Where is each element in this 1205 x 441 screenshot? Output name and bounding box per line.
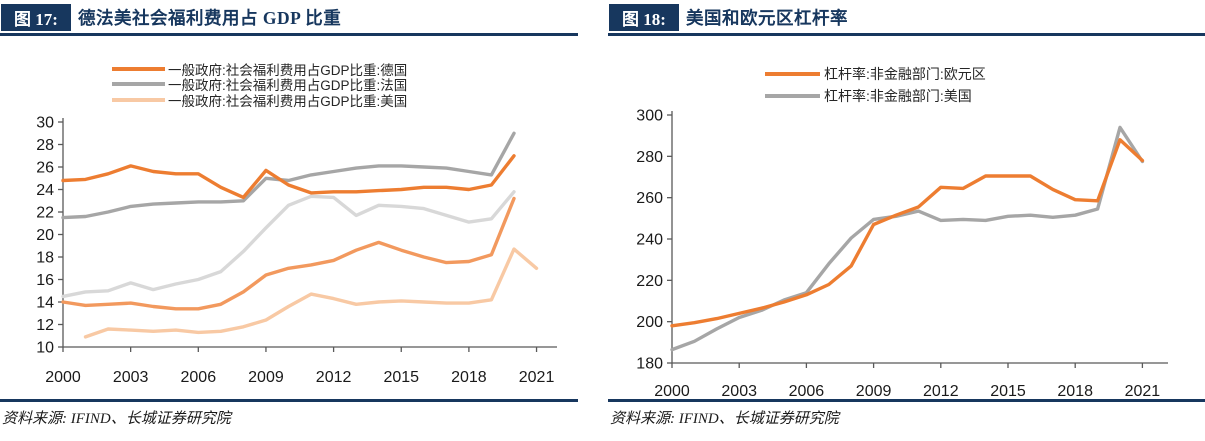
y-tick-label: 260 — [636, 190, 663, 207]
header-divider — [0, 33, 578, 36]
x-tick-label: 2018 — [1057, 383, 1093, 400]
legend-label: 一般政府:社会福利费用占GDP比重:法国 — [168, 78, 408, 94]
y-tick-label: 18 — [36, 250, 54, 267]
x-tick-label: 2003 — [113, 369, 149, 386]
x-tick-label: 2009 — [248, 369, 284, 386]
figure-17: 10 12 14 16 18 20 22 24 26 28 30 2000 2003 2006 2009 20… — [0, 0, 597, 441]
y-tick-label: 240 — [636, 232, 663, 249]
legend-label: 杠杆率:非金融部门:欧元区 — [824, 66, 986, 82]
y-tick-label: 16 — [36, 272, 54, 289]
y-tick-label: 12 — [36, 317, 54, 334]
x-tick-label: 2000 — [45, 369, 81, 386]
footer-divider — [608, 399, 1205, 402]
figure-number-chip: 图 17: — [1, 4, 71, 31]
legend-swatch — [112, 82, 165, 87]
footer-divider — [0, 399, 578, 402]
legend-label: 一般政府:社会福利费用占GDP比重:美国 — [168, 93, 408, 109]
figure-18: 180 200 220 240 260 280 300 2000 2003 2006 2009 201… — [608, 0, 1205, 441]
x-tick-label: 2015 — [383, 369, 419, 386]
y-tick-label: 280 — [636, 149, 663, 166]
legend-item: 一般政府:社会福利费用占GDP比重:美国 — [112, 92, 408, 109]
x-tick-label: 2015 — [990, 383, 1026, 400]
axis-lines — [62, 118, 557, 348]
x-tick-label: 2003 — [721, 383, 757, 400]
chart-fig18: 180 200 220 240 260 280 300 2000 2003 2006 2009 201… — [636, 108, 1168, 400]
legend-item: 杠杆率:非金融部门:美国 — [765, 85, 986, 107]
series-line-2 — [83, 247, 539, 339]
legend-swatch — [112, 97, 165, 102]
figure-number-chip: 图 18: — [609, 4, 679, 31]
legend-label: 一般政府:社会福利费用占GDP比重:德国 — [168, 62, 408, 78]
series-line-0 — [61, 190, 516, 299]
series-line-4 — [61, 154, 516, 200]
legend-swatch — [765, 94, 820, 98]
x-tick-label: 2006 — [789, 383, 825, 400]
figure-17-header: 图 17: 德法美社会福利费用占 GDP 比重 — [1, 4, 341, 31]
series-line-0 — [670, 125, 1145, 352]
source-note: 资料来源: IFIND、长城证券研究院 — [610, 411, 839, 427]
x-tick-label: 2012 — [316, 369, 352, 386]
chart-legend: 一般政府:社会福利费用占GDP比重:德国 一般政府:社会福利费用占GDP比重:法国… — [112, 61, 408, 109]
x-tick-label: 2018 — [451, 369, 487, 386]
y-tick-label: 30 — [36, 115, 54, 132]
figure-title: 德法美社会福利费用占 GDP 比重 — [78, 8, 342, 28]
chart-fig17: 10 12 14 16 18 20 22 24 26 28 30 2000 2003 2006 2009 20… — [36, 115, 557, 386]
x-tick-label: 2009 — [856, 383, 892, 400]
chart-legend: 杠杆率:非金融部门:欧元区 杠杆率:非金融部门:美国 — [765, 63, 986, 107]
legend-item: 杠杆率:非金融部门:欧元区 — [765, 63, 986, 85]
x-tick-label: 2021 — [519, 369, 555, 386]
y-tick-label: 14 — [36, 295, 54, 312]
x-tick-label: 2000 — [654, 383, 690, 400]
source-note: 资料来源: IFIND、长城证券研究院 — [2, 411, 231, 427]
series-line-1 — [61, 196, 516, 311]
figure-title: 美国和欧元区杠杆率 — [686, 8, 848, 28]
y-tick-label: 220 — [636, 273, 663, 290]
series-line-1 — [670, 138, 1145, 328]
series-line-3 — [61, 131, 516, 220]
y-tick-label: 200 — [636, 314, 663, 331]
y-tick-label: 26 — [36, 160, 54, 177]
y-tick-label: 22 — [36, 205, 54, 222]
legend-swatch — [112, 66, 165, 71]
legend-swatch — [765, 72, 820, 76]
header-divider — [608, 33, 1205, 36]
x-tick-label: 2012 — [923, 383, 959, 400]
legend-item: 一般政府:社会福利费用占GDP比重:法国 — [112, 77, 407, 93]
y-tick-label: 28 — [36, 137, 54, 154]
y-tick-label: 180 — [636, 356, 663, 373]
legend-item: 一般政府:社会福利费用占GDP比重:德国 — [112, 61, 408, 78]
x-tick-label: 2006 — [181, 369, 217, 386]
figure-18-header: 图 18: 美国和欧元区杠杆率 — [609, 4, 848, 31]
y-tick-label: 20 — [36, 227, 54, 244]
y-tick-label: 10 — [36, 340, 54, 357]
legend-label: 杠杆率:非金融部门:美国 — [824, 88, 972, 104]
y-tick-label: 24 — [36, 182, 54, 199]
y-tick-label: 300 — [636, 108, 663, 125]
axis-lines — [671, 111, 1168, 364]
x-tick-label: 2021 — [1125, 383, 1161, 400]
